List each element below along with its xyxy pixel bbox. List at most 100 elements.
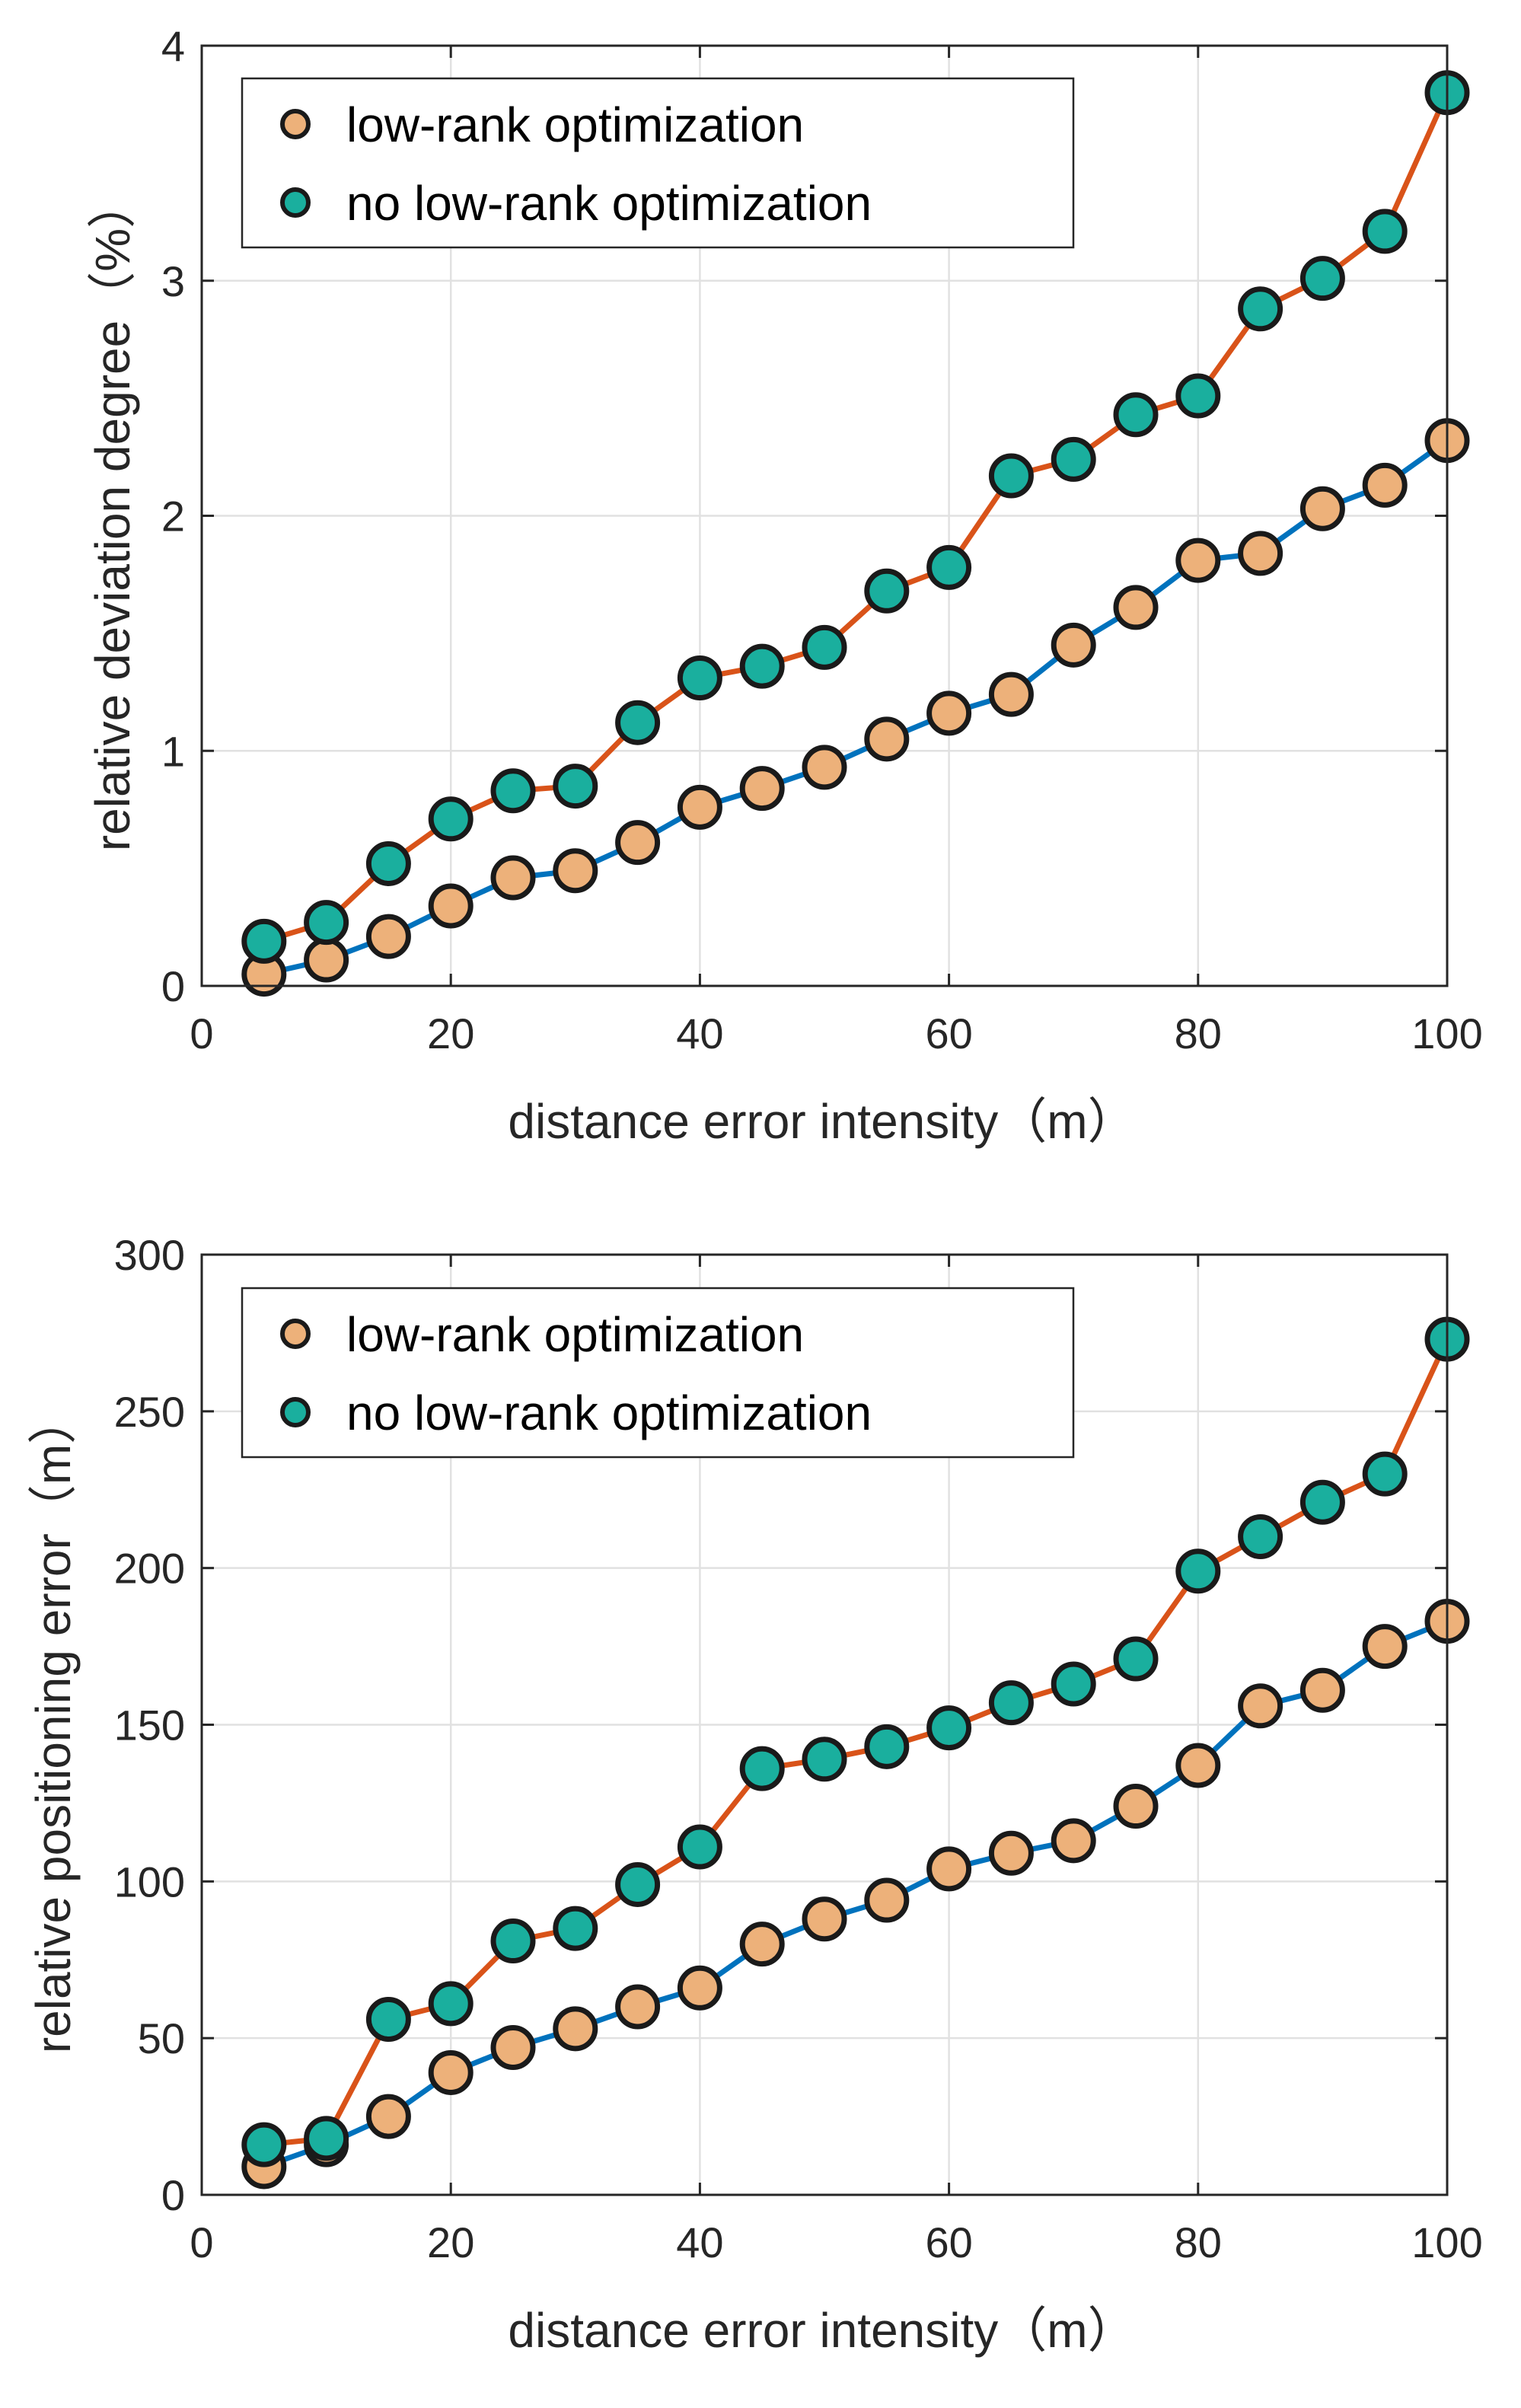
data-point-low-rank: [428, 2049, 474, 2095]
data-point-no-low-rank: [802, 1737, 847, 1782]
data-point-no-low-rank: [1113, 392, 1159, 438]
data-point-no-low-rank: [926, 1705, 972, 1751]
data-point-no-low-rank: [988, 1680, 1034, 1726]
data-point-low-rank: [677, 784, 722, 830]
y-tick-label: 4: [161, 22, 185, 70]
data-point-no-low-rank: [1175, 1548, 1221, 1594]
data-point-low-rank: [1113, 1784, 1159, 1829]
data-point-no-low-rank: [1299, 1479, 1345, 1525]
data-point-no-low-rank: [365, 840, 411, 886]
x-tick-label: 60: [925, 2218, 972, 2266]
data-point-low-rank: [553, 2006, 598, 2052]
y-tick-label: 2: [161, 493, 185, 541]
data-point-no-low-rank: [739, 643, 785, 689]
data-point-no-low-rank: [553, 764, 598, 809]
data-point-no-low-rank: [428, 796, 474, 842]
data-point-no-low-rank: [677, 1824, 722, 1870]
y-tick-label: 300: [114, 1231, 185, 1279]
data-point-no-low-rank: [864, 568, 910, 614]
data-point-low-rank: [490, 2025, 536, 2071]
legend-box: [241, 1287, 1075, 1459]
data-point-low-rank: [1299, 486, 1345, 531]
y-tick-label: 0: [161, 2171, 185, 2219]
data-point-low-rank: [988, 671, 1034, 717]
data-point-low-rank: [365, 2094, 411, 2139]
legend-box: [241, 77, 1075, 249]
y-axis-title: relative positioning error（m）: [26, 1395, 81, 2053]
data-point-low-rank: [304, 937, 349, 983]
legend: low-rank optimization no low-rank optimi…: [241, 1287, 1075, 1459]
data-point-low-rank: [615, 820, 661, 866]
legend-marker-low-rank: [280, 109, 311, 139]
data-point-low-rank: [802, 745, 847, 790]
data-point-low-rank: [553, 848, 598, 894]
x-axis-title: distance error intensity（m）: [508, 1094, 1136, 1149]
data-point-no-low-rank: [304, 900, 349, 946]
legend-marker-no-low-rank: [280, 187, 311, 218]
legend-label-no-low-rank: no low-rank optimization: [346, 176, 872, 231]
data-point-low-rank: [926, 1846, 972, 1892]
data-point-low-rank: [1238, 1683, 1283, 1729]
y-tick-label: 100: [114, 1858, 185, 1906]
x-tick-label: 80: [1175, 1009, 1222, 1057]
data-point-low-rank: [1299, 1667, 1345, 1713]
data-point-no-low-rank: [490, 768, 536, 814]
data-point-no-low-rank: [1113, 1636, 1159, 1682]
x-axis-title: distance error intensity（m）: [508, 2303, 1136, 2358]
x-tick-label: 0: [190, 1009, 213, 1057]
data-point-low-rank: [365, 914, 411, 959]
y-tick-label: 150: [114, 1702, 185, 1749]
legend: low-rank optimization no low-rank optimi…: [241, 77, 1075, 249]
data-point-no-low-rank: [1299, 256, 1345, 301]
x-tick-label: 40: [676, 1009, 723, 1057]
data-point-no-low-rank: [241, 2122, 287, 2167]
data-point-low-rank: [864, 1877, 910, 1923]
data-point-no-low-rank: [615, 700, 661, 745]
legend-marker-no-low-rank: [280, 1397, 311, 1427]
x-tick-label: 40: [676, 2218, 723, 2266]
data-point-low-rank: [1362, 1624, 1408, 1670]
data-point-low-rank: [1362, 462, 1408, 508]
data-point-low-rank: [615, 1984, 661, 2030]
legend-label-low-rank: low-rank optimization: [346, 1307, 804, 1362]
data-point-low-rank: [988, 1830, 1034, 1876]
x-tick-label: 60: [925, 1009, 972, 1057]
x-tick-label: 20: [427, 2218, 474, 2266]
y-tick-label: 50: [138, 2014, 185, 2062]
data-point-no-low-rank: [1362, 1451, 1408, 1497]
data-point-no-low-rank: [1362, 209, 1408, 254]
data-point-no-low-rank: [1238, 286, 1283, 332]
data-point-low-rank: [428, 883, 474, 929]
x-tick-label: 80: [1175, 2218, 1222, 2266]
data-point-no-low-rank: [864, 1724, 910, 1769]
data-point-no-low-rank: [1175, 373, 1221, 419]
data-point-no-low-rank: [739, 1746, 785, 1791]
data-point-low-rank: [677, 1965, 722, 2011]
legend-label-low-rank: low-rank optimization: [346, 97, 804, 152]
data-point-no-low-rank: [615, 1861, 661, 1907]
legend-marker-low-rank: [280, 1319, 311, 1349]
data-point-low-rank: [739, 766, 785, 812]
data-point-low-rank: [1113, 585, 1159, 630]
data-point-low-rank: [1175, 1743, 1221, 1788]
data-point-no-low-rank: [988, 453, 1034, 499]
data-point-low-rank: [864, 716, 910, 762]
chart-relative-positioning-error: 0 20 40 60 80 100 0 50 100 150 200 250 300 distance…: [26, 1231, 1483, 2358]
data-point-low-rank: [1051, 622, 1096, 668]
y-tick-label: 0: [161, 962, 185, 1010]
y-tick-label: 3: [161, 257, 185, 305]
y-axis-title: relative deviation degree（%）: [85, 180, 140, 851]
data-point-no-low-rank: [802, 624, 847, 670]
data-point-no-low-rank: [553, 1906, 598, 1951]
y-tick-label: 200: [114, 1545, 185, 1593]
chart-relative-deviation: 0 20 40 60 80 100 0 1 2 3 4 distance error intens…: [85, 22, 1483, 1149]
data-point-no-low-rank: [1051, 1661, 1096, 1707]
data-point-no-low-rank: [926, 544, 972, 590]
data-point-low-rank: [490, 855, 536, 901]
y-tick-label: 250: [114, 1388, 185, 1436]
data-point-low-rank: [1238, 531, 1283, 576]
data-point-no-low-rank: [241, 918, 287, 964]
data-point-low-rank: [802, 1896, 847, 1942]
data-point-no-low-rank: [677, 655, 722, 701]
